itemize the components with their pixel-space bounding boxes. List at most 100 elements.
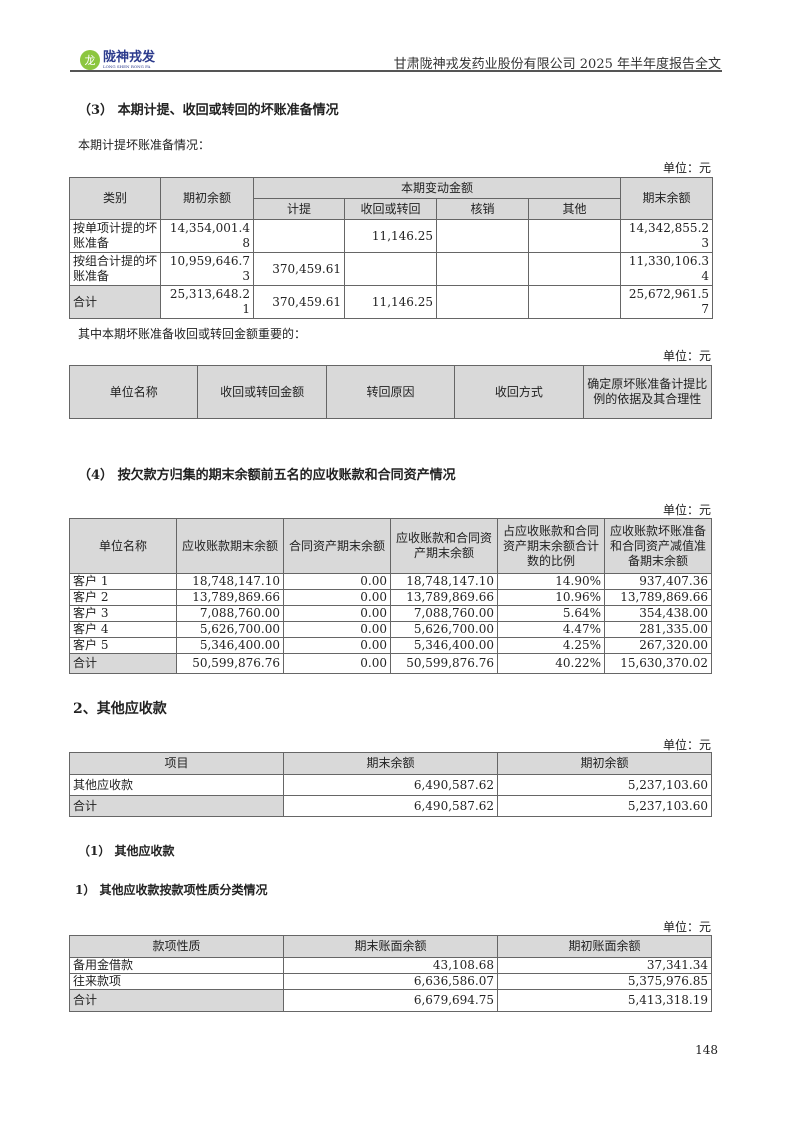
table-cell: 5,237,103.60 [497,774,712,796]
table-cell: 0.00 [283,605,391,622]
col-closing: 期末余额 [620,177,714,220]
table-cell: 5,413,318.19 [497,989,712,1012]
column-header: 期末余额 [283,752,498,775]
row-label: 其他应收款 [69,774,284,796]
table-cell: 43,108.68 [283,957,498,974]
table-row: 合计 6,679,694.75 5,413,318.19 [69,989,712,1012]
column-header: 单位名称 [69,518,177,574]
row-label: 按组合计提的坏账准备 [69,252,161,286]
col-change: 本期变动金额 [252,177,622,199]
col-writeoff: 核销 [436,198,529,220]
sub-intro: 其中本期坏账准备收回或转回金额重要的： [78,327,307,341]
section-3-title: （3） 本期计提、收回或转回的坏账准备情况 [78,103,339,118]
table-cell: 0.00 [283,573,391,590]
table-cell: 5,346,400.00 [390,637,498,654]
row-label: 合计 [69,285,161,319]
table-cell: 0.00 [283,589,391,606]
unit-label: 单位：元 [662,349,711,363]
table-row: 其他应收款 6,490,587.62 5,237,103.60 [69,774,712,796]
top5-receivables-table: 单位名称 应收账款期末余额 合同资产期末余额 应收账款和合同资产期末余额 占应收账款和合… [69,518,712,674]
table-cell [436,219,529,253]
table-row: 客户 2 13,789,869.66 0.00 13,789,869.66 10.96%… [69,589,712,606]
table-cell: 40.22% [497,653,605,674]
table-cell: 281,335.00 [604,621,712,638]
column-header: 应收账款期末余额 [176,518,284,574]
subsection-1-1-title: 1） 其他应收款按款项性质分类情况 [75,883,268,897]
table-cell: 10,959,646.73 [160,252,254,286]
table-row: 客户 4 5,626,700.00 0.00 5,626,700.00 4.47% 281… [69,621,712,638]
table-cell: 13,789,869.66 [176,589,284,606]
table-cell: 13,789,869.66 [604,589,712,606]
column-header: 收回方式 [454,365,584,419]
table-cell [253,219,345,253]
table-cell: 18,748,147.10 [390,573,498,590]
col-other: 其他 [527,198,622,220]
table-cell: 50,599,876.76 [390,653,498,674]
row-label: 备用金借款 [69,957,284,974]
table-cell [527,252,622,286]
table-row: 客户 5 5,346,400.00 0.00 5,346,400.00 4.25% 267… [69,637,712,654]
table-cell: 6,636,586.07 [283,973,498,990]
section-3-intro: 本期计提坏账准备情况： [78,138,211,152]
col-opening: 期初余额 [160,177,254,220]
table-cell: 50,599,876.76 [176,653,284,674]
table-cell: 354,438.00 [604,605,712,622]
column-header: 款项性质 [69,935,284,958]
column-header: 合同资产期末余额 [283,518,391,574]
table-cell [527,285,622,319]
table-cell: 0.00 [283,621,391,638]
table-row: 按组合计提的坏账准备 10,959,646.73 370,459.61 11,330,… [69,252,714,286]
row-label: 客户 5 [69,637,177,654]
table-cell: 5,346,400.00 [176,637,284,654]
table-cell [436,285,529,319]
column-header: 单位名称 [68,365,199,419]
row-label: 合计 [69,653,177,674]
other-receivables-table: 项目 期末余额 期初余额 其他应收款 6,490,587.62 5,237,103.60… [69,752,712,817]
section-2-title: 2、其他应收款 [73,701,167,717]
table-row: 合计 50,599,876.76 0.00 50,599,876.76 40.22% 15… [69,653,712,674]
logo-icon: 龙 [80,50,100,70]
table-row: 往来款项 6,636,586.07 5,375,976.85 [69,973,712,990]
col-provision: 计提 [253,198,345,220]
subsection-1-title: （1） 其他应收款 [78,844,175,858]
table-cell: 4.25% [497,637,605,654]
table-cell: 6,679,694.75 [283,989,498,1012]
table-cell: 4.47% [497,621,605,638]
recovery-table: 单位名称 收回或转回金额 转回原因 收回方式 确定原坏账准备计提比例的依据及其合理性 [68,365,713,419]
row-label: 客户 2 [69,589,177,606]
table-cell: 0.00 [283,653,391,674]
column-header: 期初账面余额 [497,935,712,958]
table-cell: 10.96% [497,589,605,606]
table-cell: 37,341.34 [497,957,712,974]
table-row: 备用金借款 43,108.68 37,341.34 [69,957,712,974]
table-cell: 5,237,103.60 [497,795,712,817]
row-label: 客户 4 [69,621,177,638]
logo-subtext: LONG SHEN RONG FA [103,63,151,69]
company-logo: 龙 陇神戎发 LONG SHEN RONG FA [80,50,155,70]
column-header: 收回或转回金额 [197,365,327,419]
table-cell: 7,088,760.00 [390,605,498,622]
table-cell: 370,459.61 [253,285,345,319]
row-label: 合计 [69,795,284,817]
table-cell [436,252,529,286]
bad-debt-provision-table: 类别 期初余额 本期变动金额 期末余额 计提 收回或转回 核销 其他 按单项计提… [69,177,714,319]
col-recovery: 收回或转回 [344,198,437,220]
section-4-title: （4） 按欠款方归集的期末余额前五名的应收账款和合同资产情况 [78,468,456,483]
table-cell: 5,626,700.00 [176,621,284,638]
column-header: 项目 [69,752,284,775]
table-cell: 5,626,700.00 [390,621,498,638]
table-cell: 7,088,760.00 [176,605,284,622]
row-label: 客户 1 [69,573,177,590]
header-divider [70,70,722,72]
table-row: 合计 6,490,587.62 5,237,103.60 [69,795,712,817]
row-label: 按单项计提的坏账准备 [69,219,161,253]
table-cell: 5,375,976.85 [497,973,712,990]
table-cell: 18,748,147.10 [176,573,284,590]
table-row: 按单项计提的坏账准备 14,354,001.48 11,146.25 14,342,8… [69,219,714,253]
column-header: 确定原坏账准备计提比例的依据及其合理性 [582,365,713,419]
table-row: 合计 25,313,648.21 370,459.61 11,146.25 25,672… [69,285,714,319]
column-header: 期初余额 [497,752,712,775]
nature-classification-table: 款项性质 期末账面余额 期初账面余额 备用金借款 43,108.68 37,341.34… [69,935,712,1012]
table-cell: 11,146.25 [344,285,437,319]
